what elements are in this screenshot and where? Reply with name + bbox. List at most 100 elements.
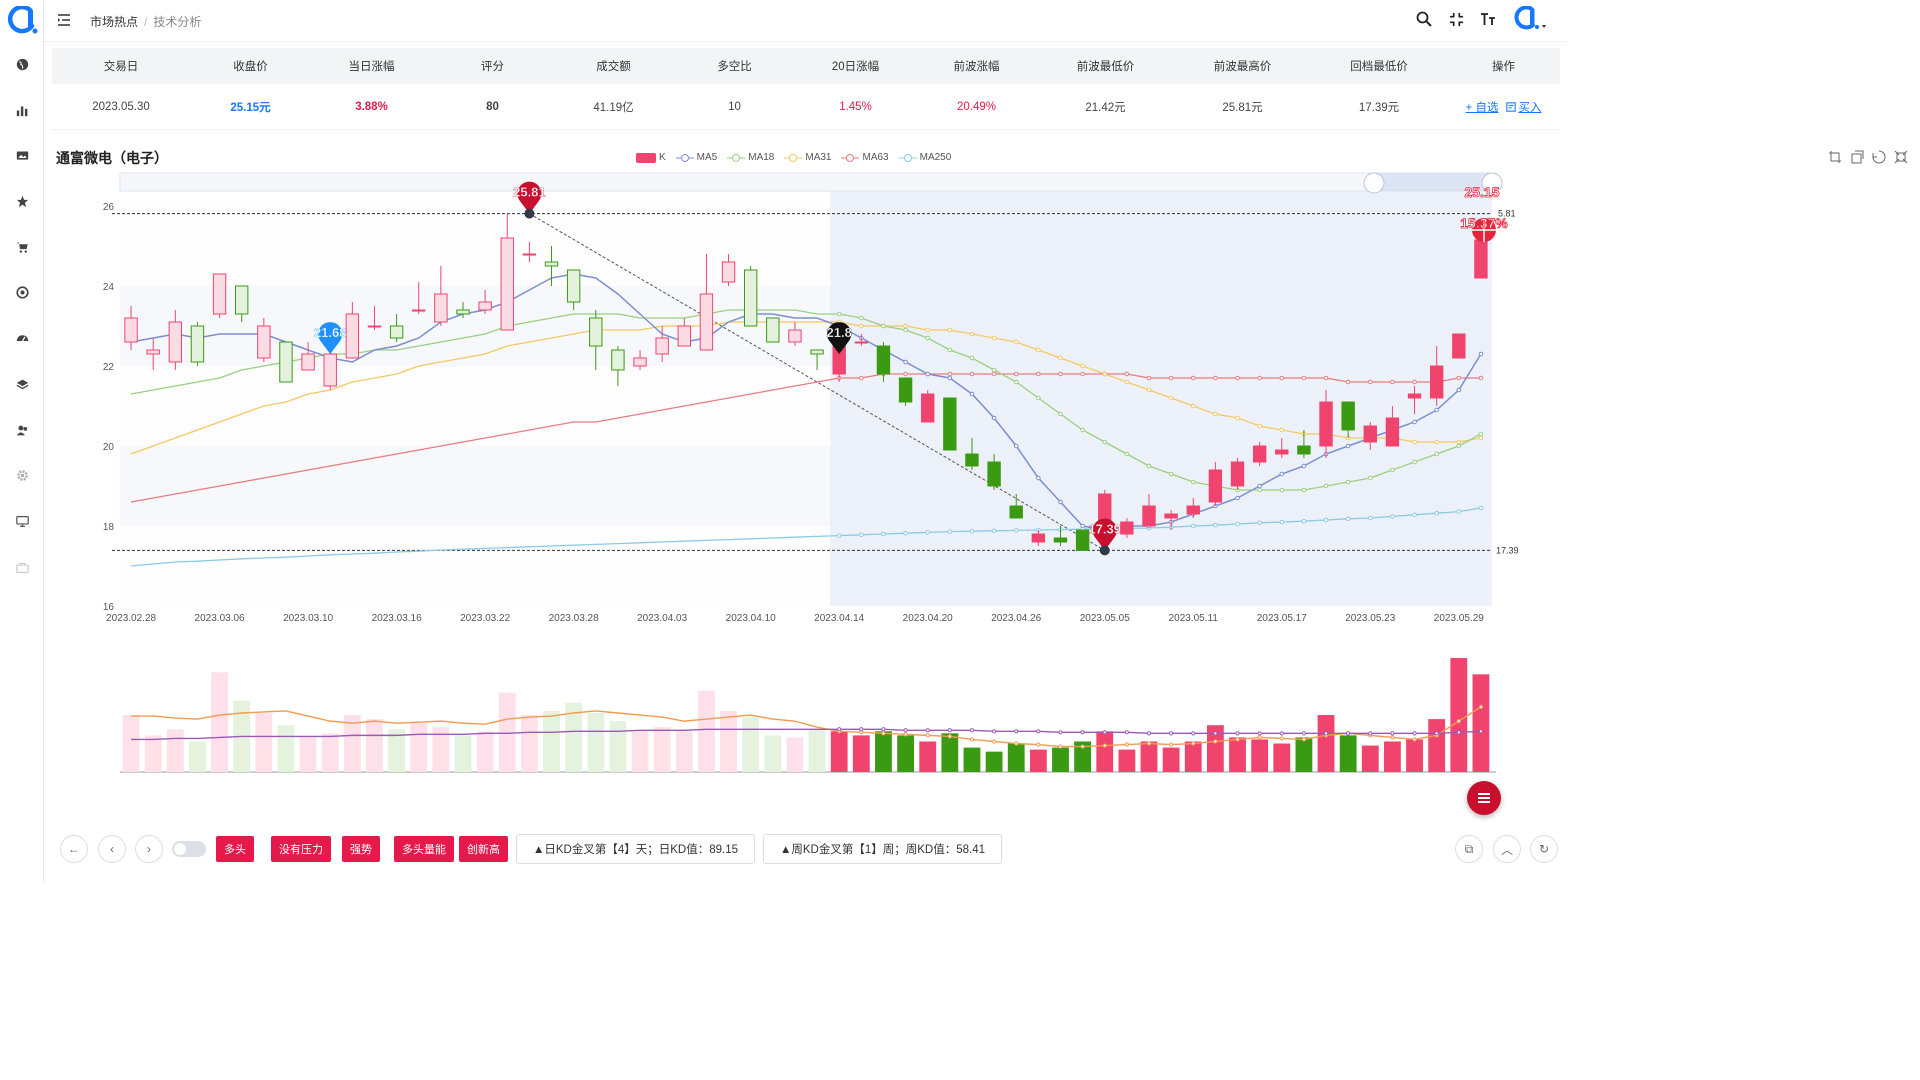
tag-no-pressure[interactable]: 没有压力 [271,836,331,862]
arrow-left-icon: ← [68,842,80,856]
legend-ma5[interactable]: MA5 [675,152,717,163]
volume-ma-point-2 [1213,731,1218,736]
image-icon[interactable] [12,145,32,165]
legend-ma31[interactable]: MA31 [784,152,831,163]
volume-ma-point-1 [1478,704,1484,709]
volume-bar [388,729,406,772]
save-image-icon[interactable] [1894,150,1908,164]
y-tick-label: 24 [103,282,115,293]
settings-icon[interactable] [12,465,32,485]
buy-link[interactable]: 买入 [1506,99,1541,115]
cell-date: 2023.05.30 [92,100,150,113]
candle [345,313,360,359]
next-button[interactable]: › [135,835,163,863]
ma5-line-point [1235,495,1240,501]
layers-icon[interactable] [12,374,32,394]
volume-ma-point-2 [881,727,886,732]
ma31-line-point [1124,379,1130,385]
col-prev-wave-low: 前波最低价 [1076,61,1135,73]
ma18-line-point [903,327,908,333]
volume-ma-point-2 [1102,730,1107,735]
cell-score: 80 [486,100,499,113]
prev-button[interactable]: ‹ [98,835,126,863]
ma31-line-point [1146,387,1152,393]
volume-bar [498,692,516,772]
scroll-top-button[interactable]: ︿ [1493,835,1521,863]
briefcase-icon[interactable] [12,557,32,577]
volume-ma-point-1 [1014,741,1019,746]
candle [1186,505,1200,515]
first-page-button[interactable]: ← [60,835,88,863]
volume-ma-point-2 [1434,731,1439,736]
candle [677,325,691,347]
breadcrumb-home[interactable]: 市场热点 [90,15,139,29]
cart-icon[interactable] [12,237,32,257]
marker-pin [318,322,343,354]
copy-button[interactable]: ⧉ [1455,835,1483,863]
legend-ma250[interactable]: MA250 [898,152,951,163]
zoom-select-icon[interactable] [1828,150,1842,164]
legend-ma18[interactable]: MA18 [727,152,774,163]
volume-ma-point-1 [1279,736,1284,741]
restore-icon[interactable] [1872,150,1886,164]
volume-bar [565,702,583,772]
users-icon[interactable] [12,420,32,440]
legend-ma63[interactable]: MA63 [841,152,889,163]
ma250-line-point [925,530,931,535]
price-marker: 25.81 [513,181,546,219]
ma31-line-point [1102,371,1108,377]
monitor-icon[interactable] [12,511,32,531]
volume-bar [1384,741,1401,772]
exit-fullscreen-icon[interactable] [1446,8,1466,30]
ma250-line-point [1213,522,1218,528]
kline-chart[interactable]: 16 18 20 22 24 26 2023.02.28 2023.03.06 2023.03.… [0,0,1568,800]
candle [1341,401,1355,431]
tag-new-high[interactable]: 创新高 [459,836,508,862]
candle [1120,521,1134,535]
dashboard-icon[interactable] [12,328,32,348]
marker-dot [1099,545,1110,556]
volume-bar [1339,735,1357,772]
volume-ma-point-2 [1124,730,1129,735]
ma31-line-point [1412,439,1417,445]
zoom-reset-icon[interactable] [1850,150,1864,164]
tag-strong[interactable]: 强势 [342,836,380,862]
col-prev-wave-change: 前波涨幅 [953,61,1000,73]
font-size-icon[interactable] [1478,8,1498,30]
candle [1319,401,1333,447]
candle [1208,469,1223,503]
volume-ma-point-1 [1301,737,1307,742]
legend-k-label: K [659,152,666,163]
x-tick-label: 2023.04.03 [637,613,687,624]
target-icon[interactable] [12,282,32,302]
col-change20: 20日涨幅 [831,61,880,73]
search-icon[interactable] [1414,8,1434,30]
ma31-line-point [1279,427,1285,433]
ma18-line-point [1257,487,1262,493]
menu-fab-button[interactable] [1467,781,1501,815]
mode-toggle[interactable] [172,841,206,857]
volume-ma-point-2 [903,728,908,733]
refresh-button[interactable]: ↻ [1530,835,1558,863]
ma31-line-point [1080,363,1085,369]
ma5-line-point [1434,407,1439,413]
volume-ma-point-2 [1478,729,1484,734]
list-icon [1478,793,1490,803]
menu-toggle-icon[interactable] [56,12,72,28]
globe-icon[interactable] [12,54,32,74]
bar-chart-icon[interactable] [12,100,32,120]
tag-bull-volume[interactable]: 多头量能 [394,836,454,862]
legend-k[interactable]: K [636,152,666,163]
tag-bull[interactable]: 多头 [216,836,254,862]
volume-ma-point-1 [1191,741,1196,746]
user-avatar-icon[interactable] [1510,6,1550,30]
volume-bar [543,710,560,772]
col-ratio: 多空比 [717,61,752,73]
ma250-line-point [881,531,886,537]
app-logo-icon[interactable] [6,6,38,36]
chevron-right-icon: › [147,842,151,856]
volume-ma-point-2 [991,729,997,734]
star-icon[interactable] [12,191,32,211]
ma18-line-point [969,355,975,361]
add-watchlist-link[interactable]: + 自选 [1465,101,1499,114]
